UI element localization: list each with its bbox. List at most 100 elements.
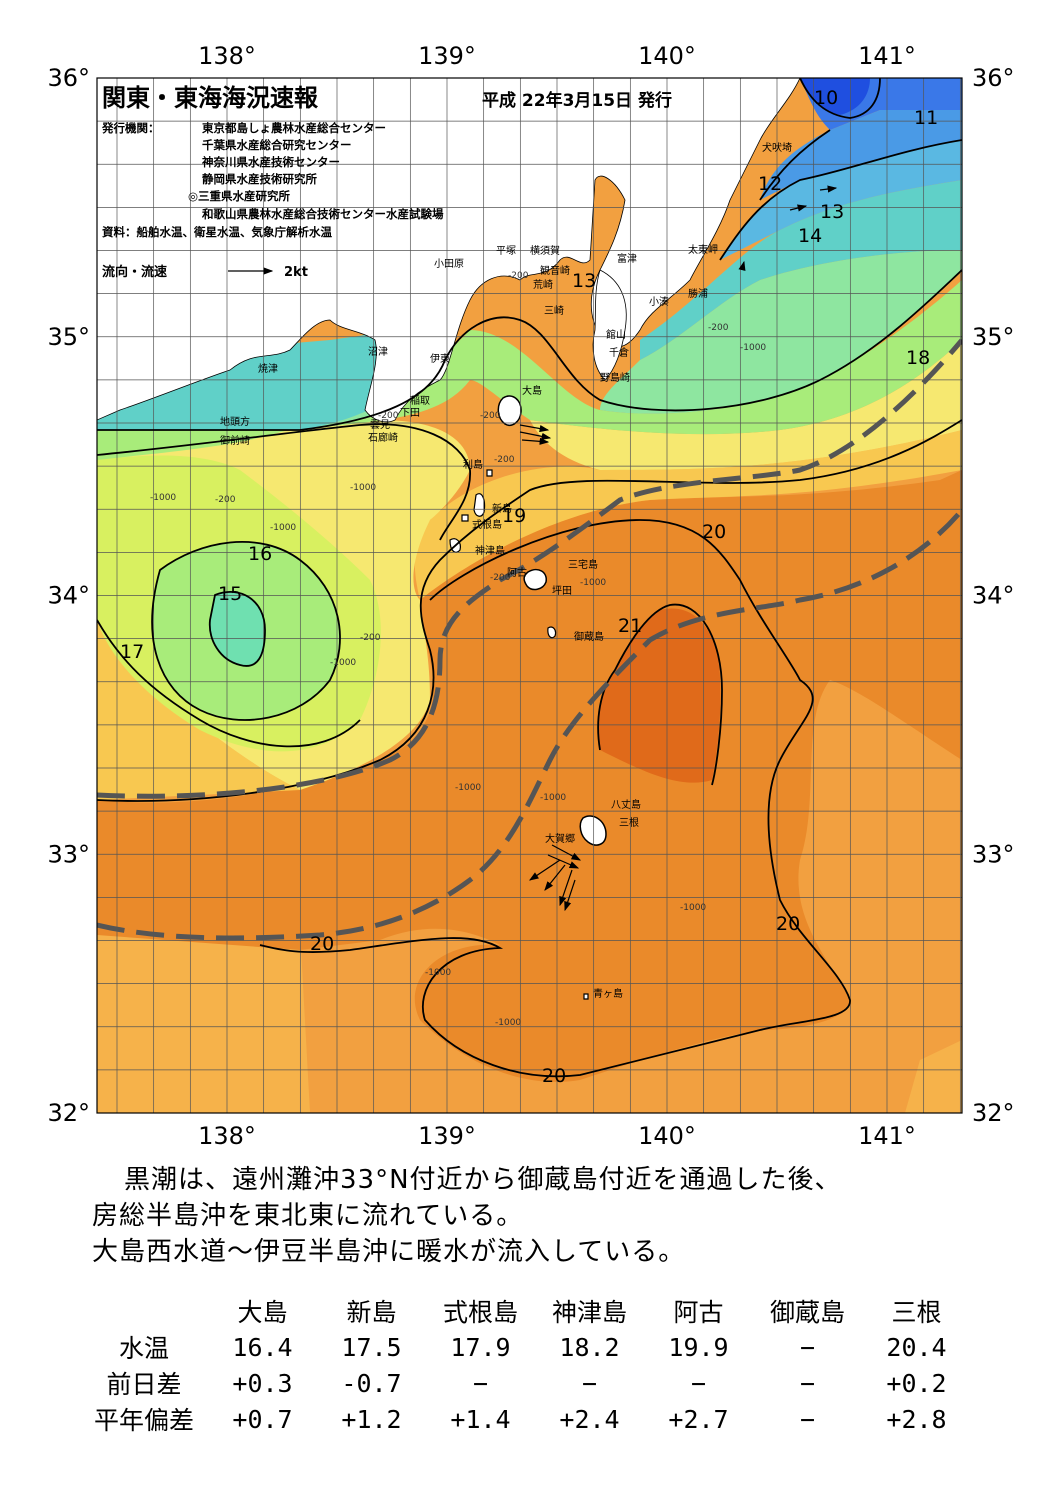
depth-label: -1000 (495, 1018, 521, 1028)
lat-tick-label: 32° (972, 1099, 1015, 1127)
place-label: 三崎 (544, 304, 564, 317)
issuers-label: 発行機関： (101, 121, 160, 135)
depth-label: -200 (490, 573, 511, 583)
place-label: 小湊 (649, 295, 669, 308)
depth-label: -200 (494, 455, 515, 465)
lat-tick-label: 34° (972, 582, 1015, 610)
isotherm-label: 20 (702, 521, 726, 543)
table-row: 平年偏差 +0.7 +1.2 +1.4 +2.4 +2.7 − +2.8 (80, 1401, 971, 1437)
sea-temperature-map: 10 11 12 13 14 13 16 15 17 18 19 20 21 2… (47, 42, 1015, 1150)
island-hachijo (579, 815, 607, 846)
depth-label: -200 (508, 271, 529, 281)
lon-ticks-top: 138° 139° 140° 141° (198, 42, 916, 70)
row-header: 前日差 (106, 1370, 182, 1399)
place-label: 横須賀 (530, 244, 560, 257)
place-label: 御蔵島 (574, 630, 604, 643)
place-label: 野島崎 (600, 371, 630, 384)
place-label: 地頭方 (220, 415, 250, 428)
lon-tick-label: 138° (198, 42, 256, 70)
lat-tick-label: 36° (972, 64, 1015, 92)
table-cell: -0.7 (341, 1368, 402, 1398)
water-zone-t16-north (97, 280, 962, 460)
isotherm-label: 14 (798, 225, 822, 247)
table-cell: − (799, 1332, 816, 1362)
water-zone-t10 (800, 78, 870, 115)
lon-ticks-bottom: 138° 139° 140° 141° (198, 1122, 916, 1150)
kuroshio-axis-north (97, 338, 962, 799)
depth-label: -1000 (455, 783, 481, 793)
table-cell: 19.9 (668, 1332, 729, 1362)
table-cell: 17.9 (450, 1332, 511, 1362)
table-cell: 17.5 (341, 1332, 402, 1362)
place-label: 犬吠埼 (762, 141, 792, 154)
place-label: 平塚 (496, 245, 516, 257)
column-header: 御蔵島 (769, 1298, 845, 1327)
island-aogashima (583, 993, 589, 1000)
depth-label: -1000 (150, 493, 176, 503)
lon-tick-label: 140° (638, 42, 696, 70)
isotherm-label: 18 (906, 347, 930, 369)
place-label: 伊東 (430, 352, 450, 365)
grid-lines (97, 78, 962, 1113)
summary-line-2: 房総半島沖を東北東に流れている。 (92, 1201, 524, 1231)
lat-tick-label: 36° (47, 64, 90, 92)
depth-label: -1000 (350, 483, 376, 493)
water-zone-t14 (97, 180, 962, 430)
island-niijima (473, 493, 486, 517)
table-cell: − (799, 1368, 816, 1398)
lat-tick-label: 34° (47, 582, 90, 610)
isotherm-label: 20 (776, 913, 800, 935)
table-row: 前日差 +0.3 -0.7 − − − − +0.2 (80, 1365, 971, 1401)
isotherm-label: 16 (248, 543, 272, 565)
place-label: 沼津 (368, 345, 388, 358)
place-label: 三根 (619, 816, 639, 829)
depth-label: -1000 (425, 968, 451, 978)
place-label: 小田原 (434, 258, 464, 270)
isotherm-20 (259, 519, 851, 1078)
issuer-item: 千葉県水産総合研究センター (202, 138, 352, 152)
water-zone-t19-southeast (905, 1040, 962, 1113)
column-header: 神津島 (551, 1298, 627, 1327)
kuroshio-axis (97, 338, 962, 941)
isotherm-15 (208, 591, 266, 667)
table-cell: 16.4 (232, 1332, 293, 1362)
lat-tick-label: 33° (972, 840, 1015, 868)
isotherm-13 (759, 129, 831, 201)
lon-tick-label: 139° (418, 1122, 476, 1150)
column-header: 式根島 (442, 1298, 518, 1327)
issuer-item: 東京都島しょ農林水産総合センター (202, 121, 386, 135)
place-labels: 小田原 平塚 横須賀 観音崎 荒崎 三崎 富津 館山 千倉 野島崎 小湊 勝浦 … (220, 141, 792, 1000)
isotherm-label: 11 (914, 107, 938, 129)
place-label: 観音崎 (540, 264, 570, 277)
depth-label: -1000 (580, 578, 606, 588)
issuer-item: 静岡県水産技術研究所 (202, 172, 317, 186)
place-label: 雲見 (370, 419, 390, 431)
observation-table: 大島 新島 式根島 神津島 阿古 御蔵島 三根 水温 16.4 17.5 17.… (80, 1293, 971, 1437)
depth-label: -200 (378, 411, 399, 421)
lon-tick-label: 139° (418, 42, 476, 70)
depth-label: -1000 (540, 793, 566, 803)
summary-text: 黒潮は、遠州灘沖33°N付近から御蔵島付近を通過した後、 房総半島沖を東北東に流… (92, 1162, 992, 1270)
table-cell: +0.2 (886, 1368, 947, 1398)
depth-label: -1000 (680, 903, 706, 913)
place-label: 館山 (606, 328, 626, 341)
current-arrows (519, 185, 838, 912)
legend-value: 2kt (284, 265, 308, 280)
table-cell: − (799, 1404, 816, 1434)
table-corner (80, 1293, 208, 1329)
place-label: 太東岬 (688, 243, 718, 256)
table-cell: +2.7 (668, 1404, 729, 1434)
lat-tick-label: 35° (47, 323, 90, 351)
island-oshima (497, 395, 522, 426)
isotherm-14 (719, 139, 962, 261)
place-label: 千倉 (609, 346, 629, 359)
place-label: 式根島 (472, 518, 502, 531)
issuer-item: ◎三重県水産研究所 (188, 189, 291, 203)
isotherm-label: 13 (820, 201, 844, 223)
map-title: 関東・東海海況速報 (102, 84, 319, 112)
isotherm-10 (799, 78, 881, 119)
table-cell: − (581, 1368, 598, 1398)
isotherm-label: 17 (120, 641, 144, 663)
lat-tick-label: 33° (47, 840, 90, 868)
kuroshio-axis-south (97, 508, 962, 941)
